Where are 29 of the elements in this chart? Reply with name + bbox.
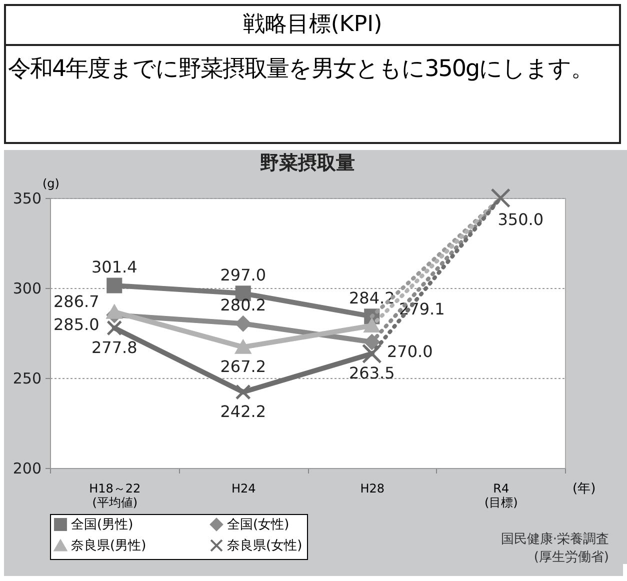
legend-label: 奈良県(女性) — [227, 538, 302, 554]
data-label: 350.0 — [498, 210, 544, 229]
data-label: 280.2 — [220, 296, 266, 315]
legend-label: 全国(男性) — [71, 518, 134, 533]
x-tick-label: H28 — [360, 482, 385, 496]
y-tick-label: 250 — [12, 370, 42, 388]
data-label: 285.0 — [53, 315, 100, 334]
data-label: 270.0 — [386, 342, 433, 361]
y-tick-label: 350 — [12, 190, 42, 208]
x-tick-label: R4 (目標) — [484, 482, 518, 510]
data-label: 267.2 — [220, 357, 266, 376]
data-label: 286.7 — [53, 292, 100, 311]
data-label: 301.4 — [91, 257, 138, 276]
y-tick-label: 300 — [12, 280, 42, 298]
x-tick-label: H24 — [231, 482, 256, 496]
chart-title: 野菜摂取量 — [260, 152, 355, 174]
y-tick-label: 200 — [12, 460, 42, 478]
data-label: 263.5 — [348, 364, 395, 383]
x-axis-title: (年) — [572, 482, 596, 496]
y-axis-title: (g) — [42, 176, 60, 190]
text: 令和4年度までに野菜摂取量を男女ともに350gにします。 — [7, 55, 594, 84]
data-label: 242.2 — [220, 402, 266, 422]
x-tick-label: H18～22 (平均値) — [89, 482, 141, 510]
legend-label: 奈良県(男性) — [71, 538, 146, 554]
text: 戦略目標(KPI) — [6, 6, 619, 46]
data-label: 277.8 — [91, 338, 138, 357]
text: 国民健康·栄養調査 (厚生労働省) — [500, 531, 609, 566]
legend-label: 全国(女性) — [227, 518, 290, 533]
data-label: 297.0 — [220, 265, 266, 284]
